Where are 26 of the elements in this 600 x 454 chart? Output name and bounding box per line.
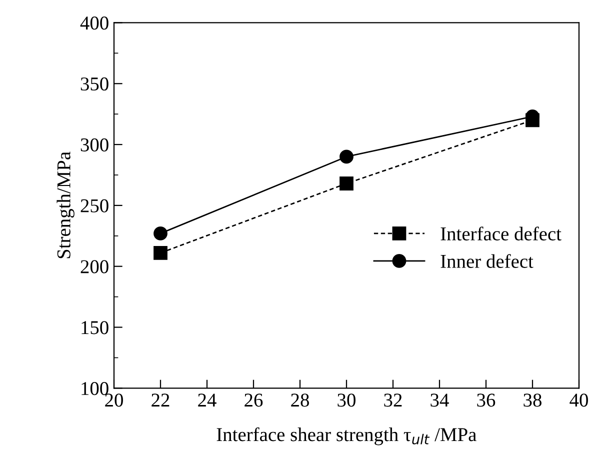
y-axis-title: Strength/MPa (56, 152, 74, 258)
y-tick-label: 250 (80, 199, 108, 212)
x-tick-label: 40 (570, 394, 588, 407)
y-tick-label: 400 (80, 16, 108, 30)
x-tick-label: 24 (198, 394, 216, 407)
y-tick-label: 150 (82, 321, 108, 334)
point (340, 176, 354, 190)
x-tick-label: 36 (477, 394, 496, 407)
legend-label: Inner defect (440, 254, 534, 268)
y-tick-label: 100 (82, 382, 108, 396)
x-axis-title: Interface shear strength τ$_{ult}$ /MPa (216, 427, 476, 446)
x-tick-label: 32 (384, 394, 402, 407)
y-tick-label: 300 (80, 138, 108, 152)
x-tick-label: 38 (524, 394, 542, 407)
point (154, 246, 168, 260)
x-tick-label: 26 (244, 394, 263, 407)
x-tick-label: 22 (152, 394, 170, 407)
x-tick-label: 20 (105, 394, 123, 407)
x-tick-label: 28 (291, 394, 309, 407)
point (154, 226, 168, 240)
legend-label: Interface defect (440, 226, 562, 240)
point (340, 150, 354, 164)
y-tick-label: 350 (80, 77, 108, 91)
x-tick-label: 30 (338, 394, 356, 407)
x-tick-label: 34 (430, 394, 449, 407)
y-tick-label: 200 (80, 260, 108, 274)
